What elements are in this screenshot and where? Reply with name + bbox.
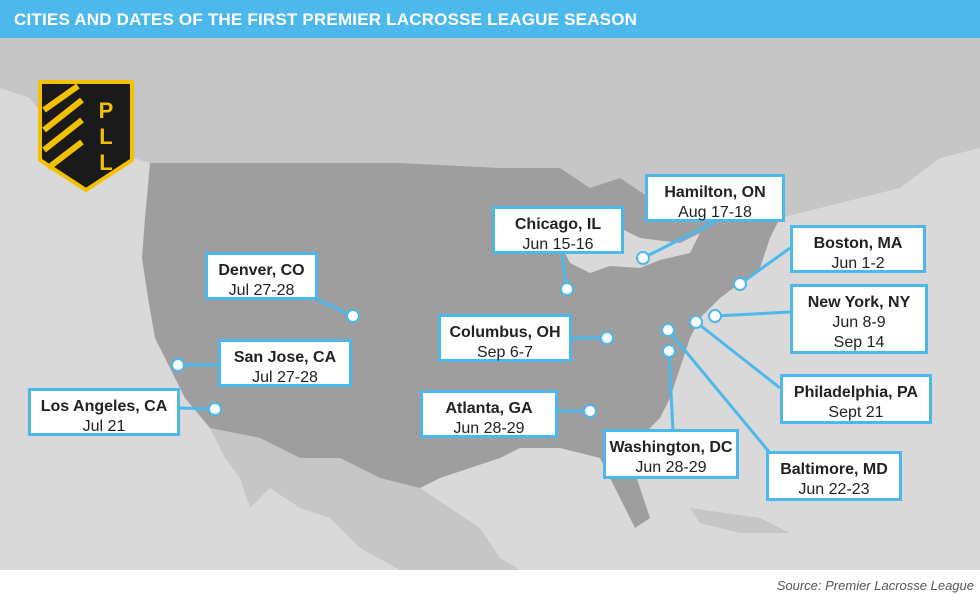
event-date: Sep 14: [833, 334, 885, 351]
city-name: Denver, CO: [218, 262, 305, 279]
page-title: CITIES AND DATES OF THE FIRST PREMIER LA…: [14, 10, 638, 29]
label-atlanta: Atlanta, GA Jun 28-29: [420, 390, 558, 438]
marker-denver: [346, 309, 360, 323]
event-date: Jul 21: [82, 418, 126, 435]
source-note: Source: Premier Lacrosse League: [776, 578, 974, 593]
event-date: Sep 6-7: [476, 344, 534, 361]
label-hamilton: Hamilton, ON Aug 17-18: [645, 174, 785, 222]
event-date: Jun 1-2: [831, 255, 885, 272]
city-name: Washington, DC: [609, 439, 733, 456]
connector-baltimore: [666, 329, 772, 454]
event-date: Jul 27-28: [252, 369, 318, 386]
label-new-york: New York, NY Jun 8-9 Sep 14: [790, 284, 928, 354]
logo-shield: [38, 80, 134, 192]
marker-new-york: [708, 309, 722, 323]
marker-san-jose: [171, 358, 185, 372]
city-name: Baltimore, MD: [780, 461, 888, 478]
label-philadelphia: Philadelphia, PA Sept 21: [780, 374, 932, 424]
marker-boston: [733, 277, 747, 291]
city-name: Boston, MA: [813, 235, 903, 252]
marker-chicago: [560, 282, 574, 296]
label-columbus: Columbus, OH Sep 6-7: [438, 314, 572, 362]
connector-boston: [739, 246, 791, 286]
marker-atlanta: [583, 404, 597, 418]
city-name: San Jose, CA: [233, 349, 337, 366]
marker-los-angeles: [208, 402, 222, 416]
event-date: Aug 17-18: [678, 204, 752, 221]
marker-baltimore: [661, 323, 675, 337]
marker-washington: [662, 344, 676, 358]
city-name: Los Angeles, CA: [40, 398, 168, 415]
city-name: Atlanta, GA: [445, 400, 533, 417]
event-date: Sept 21: [828, 404, 884, 421]
event-date: Jun 28-29: [453, 420, 525, 437]
label-los-angeles: Los Angeles, CA Jul 21: [28, 388, 180, 436]
label-boston: Boston, MA Jun 1-2: [790, 225, 926, 273]
event-date: Jul 27-28: [228, 282, 295, 299]
pll-logo: P L L: [38, 80, 134, 192]
connector-hamilton: [642, 220, 716, 260]
label-denver: Denver, CO Jul 27-28: [205, 252, 318, 300]
event-date: Jun 22-23: [798, 481, 870, 498]
city-name: Columbus, OH: [449, 324, 561, 341]
label-baltimore: Baltimore, MD Jun 22-23: [766, 451, 902, 501]
marker-columbus: [600, 331, 614, 345]
event-date: Jun 8-9: [832, 314, 886, 331]
canada-land: [0, 38, 980, 218]
event-date: Jun 15-16: [522, 236, 594, 253]
event-date: Jun 28-29: [635, 459, 707, 476]
logo-letter-3: L: [99, 150, 112, 175]
city-name: Philadelphia, PA: [793, 384, 919, 401]
connector-new-york: [714, 310, 791, 318]
caribbean-land: [690, 508, 790, 533]
label-washington: Washington, DC Jun 28-29: [603, 429, 739, 479]
label-san-jose: San Jose, CA Jul 27-28: [218, 339, 352, 387]
city-name: Chicago, IL: [514, 216, 602, 233]
mexico-land: [210, 428, 520, 570]
label-chicago: Chicago, IL Jun 15-16: [492, 206, 624, 254]
city-name: New York, NY: [807, 294, 911, 311]
connector-washington: [667, 350, 675, 433]
marker-hamilton: [636, 251, 650, 265]
logo-stripes: [42, 83, 84, 171]
title-bar: CITIES AND DATES OF THE FIRST PREMIER LA…: [0, 0, 980, 38]
connector-philadelphia: [695, 320, 781, 390]
logo-letter-1: P: [99, 98, 114, 123]
city-name: Hamilton, ON: [664, 184, 766, 201]
marker-philadelphia: [689, 315, 703, 329]
logo-letter-2: L: [99, 124, 112, 149]
